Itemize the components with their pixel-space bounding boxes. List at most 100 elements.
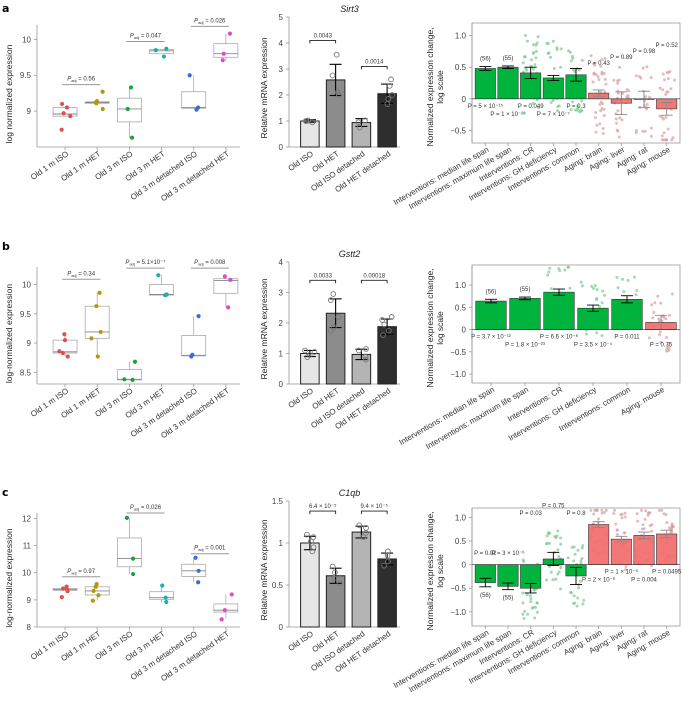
data-point bbox=[95, 354, 100, 359]
y-tick-label: 8 bbox=[27, 623, 32, 632]
bar-0: (56) P = 3.7 × 10⁻¹² bbox=[471, 289, 511, 340]
data-point bbox=[161, 54, 167, 59]
data-point bbox=[389, 92, 395, 98]
y-tick-label: 4 bbox=[279, 39, 284, 48]
data-point bbox=[57, 349, 62, 354]
data-point bbox=[619, 513, 623, 517]
data-point bbox=[570, 545, 574, 549]
comparison: Padj = 0.026 bbox=[126, 505, 165, 514]
data-point bbox=[642, 527, 646, 531]
data-point bbox=[534, 56, 538, 60]
bar-6: P = 0.89 bbox=[610, 55, 633, 139]
bar-2: P = 0.03 bbox=[519, 511, 543, 620]
data-point bbox=[601, 127, 605, 131]
data-point bbox=[648, 511, 652, 515]
panel-b-signature-x-labels: Interventions: median life spanIntervent… bbox=[398, 385, 667, 452]
data-point bbox=[128, 85, 134, 90]
y-tick-label: −0.5 bbox=[450, 348, 466, 357]
box-iqr bbox=[116, 537, 142, 568]
data-point bbox=[380, 332, 386, 339]
data-point bbox=[601, 289, 605, 293]
comparison: 0.0033 bbox=[309, 273, 337, 284]
comparison-label: Padj = 0.001 bbox=[194, 546, 226, 553]
data-point bbox=[649, 134, 653, 138]
panel-b-qpcr-y-axis: 0 1 2 3 4 bbox=[279, 258, 290, 389]
data-point bbox=[576, 106, 580, 110]
data-point bbox=[626, 278, 630, 282]
data-point bbox=[600, 301, 604, 305]
data-point bbox=[576, 586, 580, 590]
data-point bbox=[660, 138, 664, 142]
panel-c-signature-ylabel-line2: log scale bbox=[435, 554, 445, 588]
data-point bbox=[615, 121, 619, 125]
data-point bbox=[643, 129, 647, 133]
data-point bbox=[521, 612, 525, 616]
panel-c-qpcr-y-axis: 0 0.5 1 1.5 bbox=[272, 497, 290, 632]
data-point bbox=[335, 314, 342, 320]
data-point bbox=[566, 556, 570, 560]
data-point bbox=[634, 74, 638, 78]
bar-4: P = 0.3 bbox=[565, 49, 587, 114]
data-point bbox=[634, 129, 638, 133]
data-point bbox=[602, 107, 606, 111]
data-point bbox=[624, 565, 628, 569]
data-point bbox=[585, 332, 589, 336]
y-tick-label: 0 bbox=[279, 380, 284, 389]
data-point bbox=[601, 102, 605, 106]
data-point bbox=[360, 534, 367, 540]
bar-0: (56) P = 5 × 10⁻¹⁵ bbox=[468, 57, 504, 110]
y-tick-label: 1.5 bbox=[272, 497, 284, 506]
comparison: Padj = 5.1×10⁻⁷ bbox=[125, 259, 165, 269]
bar bbox=[509, 298, 541, 330]
box-1 bbox=[84, 582, 110, 603]
box-4 bbox=[181, 73, 207, 112]
data-point bbox=[600, 70, 604, 74]
p-value-label: P = 0.8 bbox=[566, 511, 586, 517]
data-point bbox=[532, 588, 536, 592]
data-point bbox=[669, 530, 673, 534]
box-5 bbox=[213, 31, 239, 63]
box-iqr bbox=[84, 305, 110, 339]
data-point bbox=[384, 101, 391, 107]
box-iqr bbox=[149, 49, 174, 55]
data-point bbox=[547, 532, 551, 536]
data-point bbox=[573, 69, 577, 73]
data-point bbox=[649, 126, 653, 130]
data-point bbox=[522, 559, 526, 563]
data-point bbox=[330, 291, 337, 297]
bar-3 bbox=[377, 76, 397, 148]
y-tick-label: 2 bbox=[279, 319, 284, 328]
data-point bbox=[304, 531, 310, 538]
data-point bbox=[660, 508, 664, 512]
panel-b-qpcr-ylabel: Relative mRNA expression bbox=[259, 278, 269, 379]
data-point bbox=[531, 101, 535, 105]
y-tick-label: 3 bbox=[279, 289, 284, 298]
bar bbox=[474, 68, 496, 100]
data-point bbox=[532, 43, 536, 47]
data-point bbox=[523, 55, 527, 59]
panel-a-box-ylabel: log normalized expression bbox=[4, 44, 14, 143]
data-point bbox=[595, 508, 599, 512]
comparison-label: 0.0043 bbox=[314, 33, 333, 39]
data-point bbox=[332, 569, 338, 576]
panel-c-box-ylabel: log-normalized expression bbox=[4, 528, 14, 627]
data-point bbox=[570, 54, 574, 58]
y-tick-label: 9 bbox=[27, 339, 32, 348]
data-point bbox=[618, 65, 622, 69]
data-point bbox=[190, 352, 195, 357]
data-point bbox=[604, 508, 608, 512]
data-point bbox=[662, 78, 666, 82]
data-point bbox=[589, 508, 593, 512]
bar-0 bbox=[300, 347, 320, 385]
panel-c-qpcr-ylabel: Relative mRNA expression bbox=[259, 519, 269, 620]
comparison: Padj = 0.047 bbox=[126, 34, 165, 43]
comparison: 0.0043 bbox=[309, 33, 337, 44]
x-tick-label: Old ISO bbox=[287, 386, 315, 410]
bar-7: P = 0.004 bbox=[631, 508, 658, 584]
data-point bbox=[164, 46, 169, 51]
comparison-label: Padj = 5.1×10⁻⁷ bbox=[125, 259, 165, 267]
data-point bbox=[603, 56, 607, 60]
data-point bbox=[578, 579, 582, 583]
